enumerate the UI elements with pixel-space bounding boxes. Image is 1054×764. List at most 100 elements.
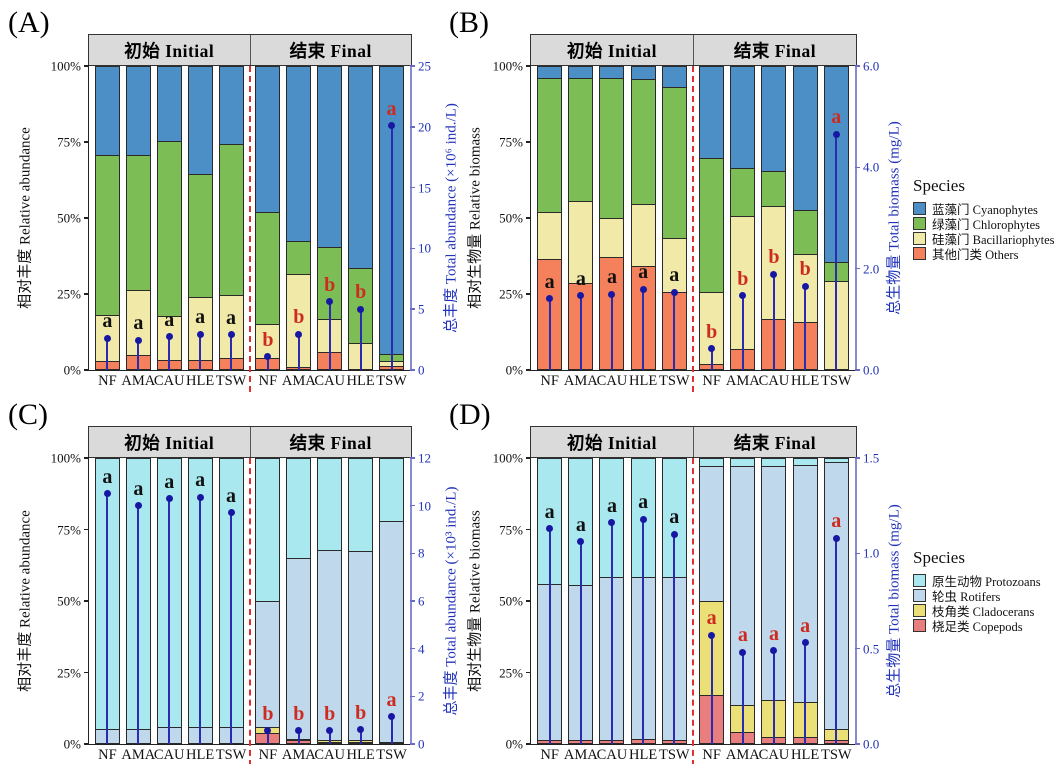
legend-swatch bbox=[913, 231, 926, 245]
segment-蓝藻门 Cyanophytes bbox=[569, 67, 593, 78]
x-axis-label-HLE: HLE bbox=[629, 373, 658, 389]
bar-HLE-initial: a bbox=[630, 66, 656, 370]
segment-原生动物 Protozoans bbox=[662, 459, 686, 577]
x-axis-label-HLE: HLE bbox=[346, 747, 375, 763]
significance-letter: a bbox=[606, 266, 617, 288]
bar-TSW-final: a bbox=[379, 458, 405, 744]
lollipop-dot bbox=[326, 727, 334, 735]
panel-A-facet-header: 初始 Initial 结束 Final bbox=[88, 34, 412, 66]
panel-C-tag: (C) bbox=[8, 398, 48, 431]
stacked-bar bbox=[699, 458, 725, 744]
bar-AMA-final: a bbox=[730, 458, 756, 744]
segment-蓝藻门 Cyanophytes bbox=[219, 67, 243, 144]
legend-item-label: 桡足类 Copepods bbox=[932, 619, 1023, 634]
facet-initial-x-labels: NF AMA CAU HLE TSW bbox=[89, 744, 250, 764]
lollipop-dot bbox=[770, 647, 778, 655]
panel-B-facet-header: 初始 Initial 结束 Final bbox=[530, 34, 857, 66]
bar-NF-final: b bbox=[699, 66, 725, 370]
right-axis-tick-label: 10 bbox=[418, 240, 431, 256]
panel-C-right-axis-label: 总丰度 Total abundance (×10³ ind./L) bbox=[443, 486, 460, 716]
significance-letter: b bbox=[262, 702, 274, 725]
x-axis-label-TSW: TSW bbox=[820, 747, 852, 763]
bar-TSW-initial: a bbox=[218, 458, 244, 744]
left-axis-tick-label: 100% bbox=[50, 450, 81, 466]
bar-NF-initial: a bbox=[94, 458, 120, 744]
lollipop-dot bbox=[388, 713, 396, 721]
right-axis-tick-label: 12 bbox=[418, 450, 431, 466]
segment-原生动物 Protozoans bbox=[318, 459, 342, 550]
legend-item: 枝角类 Cladocerans bbox=[913, 603, 1041, 619]
lollipop-dot bbox=[670, 288, 678, 296]
segment-轮虫 Rotifers bbox=[731, 466, 755, 705]
bar-CAU-final: a bbox=[761, 458, 787, 744]
lollipop-dot bbox=[295, 727, 303, 735]
segment-轮虫 Rotifers bbox=[318, 549, 342, 741]
segment-绿藻门 Chlorophytes bbox=[318, 246, 342, 320]
left-axis-tick-label: 50% bbox=[499, 593, 523, 609]
lollipop-dot bbox=[388, 122, 396, 130]
right-axis-tick-mark bbox=[410, 186, 415, 189]
x-axis-label-AMA: AMA bbox=[281, 373, 316, 389]
significance-letter: a bbox=[706, 607, 717, 630]
left-axis-tick-mark bbox=[84, 217, 89, 219]
left-axis-tick-label: 75% bbox=[499, 134, 523, 150]
left-axis-tick-label: 50% bbox=[57, 210, 81, 226]
segment-硅藻门 Bacillariophytes bbox=[631, 204, 655, 267]
legend-item-label: 轮虫 Rotifers bbox=[932, 589, 1001, 604]
left-axis-tick-mark bbox=[526, 65, 531, 67]
lollipop-line bbox=[579, 295, 582, 370]
lollipop-line bbox=[772, 274, 775, 370]
right-axis-tick-label: 10 bbox=[418, 498, 431, 514]
segment-绿藻门 Chlorophytes bbox=[538, 77, 562, 212]
segment-绿藻门 Chlorophytes bbox=[731, 168, 755, 217]
significance-letter: a bbox=[102, 465, 113, 488]
lollipop-line bbox=[673, 534, 676, 744]
segment-绿藻门 Chlorophytes bbox=[349, 267, 373, 344]
bar-CAU-initial: a bbox=[599, 458, 625, 744]
right-axis-tick-label: 0.0 bbox=[863, 362, 880, 378]
lollipop-line bbox=[548, 298, 551, 370]
significance-letter: b bbox=[355, 281, 367, 304]
legend-item-label: 绿藻门 Chlorophytes bbox=[932, 217, 1040, 232]
right-axis-tick-label: 4.0 bbox=[863, 159, 880, 175]
segment-绿藻门 Chlorophytes bbox=[188, 174, 212, 297]
facet-initial-x-labels: NF AMA CAU HLE TSW bbox=[89, 370, 250, 392]
bar-AMA-initial: a bbox=[568, 458, 594, 744]
left-axis-tick-label: 75% bbox=[57, 522, 81, 537]
lollipop-line bbox=[741, 295, 744, 370]
stacked-bar bbox=[286, 458, 312, 744]
segment-原生动物 Protozoans bbox=[700, 459, 724, 467]
segment-绿藻门 Chlorophytes bbox=[287, 240, 311, 274]
segment-硅藻门 Bacillariophytes bbox=[569, 201, 593, 283]
panel-D-right-axis-label: 总生物量 Total biomass (mg/L) bbox=[886, 504, 903, 698]
legend-item-label: 蓝藻门 Cyanophytes bbox=[932, 202, 1038, 217]
facet-final-x-labels: NF AMA CAU HLE TSW bbox=[250, 744, 411, 764]
lollipop-line bbox=[137, 505, 140, 744]
segment-蓝藻门 Cyanophytes bbox=[95, 67, 119, 155]
facet-final-header: 结束 Final bbox=[733, 432, 817, 453]
bar-NF-final: b bbox=[255, 66, 281, 370]
x-axis-label-AMA: AMA bbox=[725, 373, 760, 389]
lollipop-line bbox=[835, 538, 838, 744]
lollipop-dot bbox=[326, 298, 334, 306]
left-axis-tick-mark bbox=[526, 293, 531, 295]
lollipop-dot bbox=[264, 353, 272, 361]
lollipop-dot bbox=[577, 292, 585, 300]
x-axis-label-HLE: HLE bbox=[629, 747, 658, 763]
lollipop-line bbox=[266, 730, 269, 744]
legend-item: 桡足类 Copepods bbox=[913, 618, 1041, 634]
lollipop-line bbox=[137, 340, 140, 370]
segment-原生动物 Protozoans bbox=[256, 459, 280, 601]
lollipop-dot bbox=[357, 305, 365, 313]
left-axis-tick-mark bbox=[526, 743, 531, 745]
bar-TSW-initial: a bbox=[218, 66, 244, 370]
right-axis-tick-label: 6.0 bbox=[863, 58, 880, 74]
segment-绿藻门 Chlorophytes bbox=[126, 154, 150, 291]
facet-initial-x-labels: NF AMA CAU HLE TSW bbox=[531, 370, 693, 392]
significance-letter: b bbox=[293, 702, 305, 725]
segment-硅藻门 Bacillariophytes bbox=[538, 211, 562, 259]
segment-原生动物 Protozoans bbox=[600, 459, 624, 577]
